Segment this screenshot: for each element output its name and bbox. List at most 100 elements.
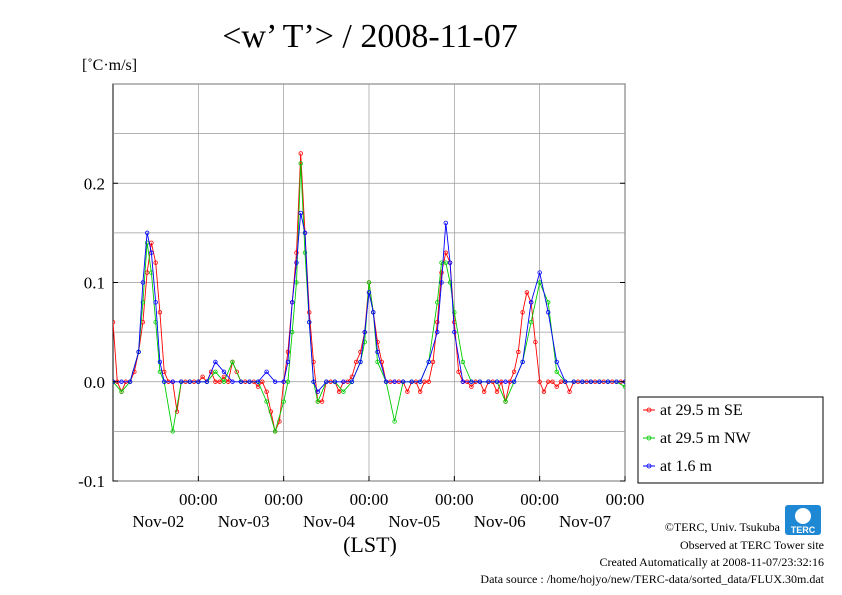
data-point [196,379,201,384]
data-point [302,230,308,236]
data-point [264,389,269,394]
data-point [418,389,423,394]
data-point [426,379,431,384]
data-point [392,379,397,384]
data-point [264,369,269,375]
data-point [247,379,252,384]
data-point [422,379,427,384]
data-point [588,379,594,384]
data-point [426,359,431,365]
data-point [533,339,538,345]
data-point [520,310,525,315]
data-point [149,250,154,255]
data-point [315,399,320,404]
data-point [260,379,265,384]
logo-text: TERC [791,525,816,535]
x-tick-time: 00:00 [264,490,303,509]
data-point [439,280,444,285]
data-point [494,379,500,384]
data-point [366,290,372,295]
data-point [140,300,146,305]
data-point [447,260,453,265]
data-point [136,349,141,355]
data-point [405,389,410,394]
data-point [614,379,619,384]
data-point [550,379,555,384]
x-tick-time: 00:00 [606,490,645,509]
data-point [144,230,150,236]
data-point [153,300,158,305]
data-point [494,389,500,394]
data-point [307,320,312,325]
terc-logo: TERC [785,505,821,535]
data-point [554,359,559,365]
data-point [516,349,521,355]
data-point [119,389,124,394]
data-point [255,379,261,384]
data-point [597,379,602,384]
data-point [302,250,308,255]
data-point [511,369,517,375]
data-point [439,270,444,275]
data-point [503,399,508,404]
data-point [285,379,291,384]
data-point [452,310,457,315]
data-point [452,329,457,335]
data-point [528,300,534,305]
data-point [290,300,295,305]
data-point [272,429,278,434]
data-point [285,349,291,355]
data-point [170,379,175,384]
x-tick-date: Nov-06 [474,512,526,531]
credit-observed: Observed at TERC Tower site [680,538,824,552]
x-tick-date: Nov-02 [132,512,184,531]
data-point [341,389,346,394]
y-tick-label: -0.1 [78,472,105,491]
data-point [366,280,372,285]
data-point [563,379,568,384]
data-point [281,399,286,404]
data-point [460,379,466,384]
data-point [460,359,466,365]
legend-box [637,396,824,484]
data-point [383,379,389,384]
data-point [281,379,286,384]
x-tick-time: 00:00 [179,490,218,509]
data-point [558,379,564,384]
data-point [298,210,303,216]
data-point [477,379,483,384]
data-point [392,419,397,424]
data-point [503,379,508,384]
data-point [605,379,611,384]
data-point [298,161,303,166]
data-point [225,379,231,384]
data-point [213,359,218,365]
legend-marker [646,435,652,441]
data-point [332,379,338,384]
data-point [272,379,278,384]
data-point [409,379,414,384]
data-point [375,359,380,365]
data-point [204,379,210,384]
data-point [349,379,355,384]
x-tick-date: Nov-07 [559,512,611,531]
logo-drop [795,508,811,524]
data-point [554,384,559,389]
data-point [221,379,227,384]
data-point [179,379,184,384]
data-point [567,389,572,394]
data-point [170,429,175,434]
data-point [187,379,192,384]
data-point [315,389,320,394]
data-point [336,389,342,394]
data-point [208,369,214,375]
data-point [230,379,235,384]
data-point [511,379,517,384]
data-point [358,359,363,365]
data-point [528,320,534,325]
data-point [571,379,576,384]
data-point [217,379,222,384]
credit-created: Created Automatically at 2008-11-07/23:3… [599,555,824,569]
data-point [153,260,158,265]
